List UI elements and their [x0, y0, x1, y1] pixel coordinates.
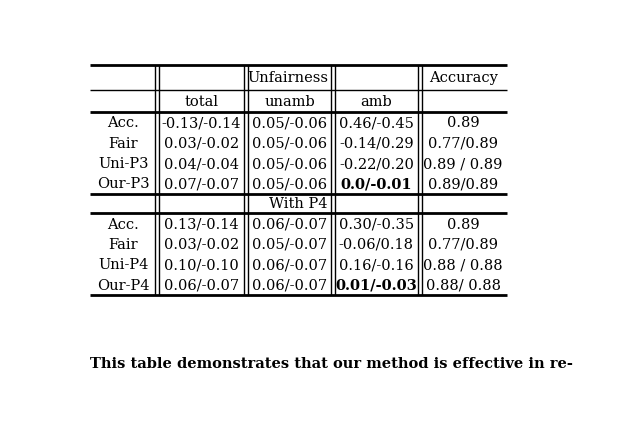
Text: 0.89/0.89: 0.89/0.89 — [428, 177, 498, 191]
Text: total: total — [184, 95, 218, 109]
Text: 0.0/-0.01: 0.0/-0.01 — [340, 177, 412, 191]
Text: 0.77/0.89: 0.77/0.89 — [428, 237, 498, 251]
Text: With P4: With P4 — [269, 197, 328, 211]
Text: 0.05/-0.07: 0.05/-0.07 — [252, 237, 327, 251]
Text: 0.77/0.89: 0.77/0.89 — [428, 136, 498, 150]
Text: 0.88/ 0.88: 0.88/ 0.88 — [426, 278, 500, 292]
Text: -0.06/0.18: -0.06/0.18 — [339, 237, 414, 251]
Text: 0.88 / 0.88: 0.88 / 0.88 — [423, 258, 503, 272]
Text: 0.13/-0.14: 0.13/-0.14 — [164, 217, 239, 231]
Text: 0.16/-0.16: 0.16/-0.16 — [339, 258, 413, 272]
Text: 0.05/-0.06: 0.05/-0.06 — [252, 136, 327, 150]
Text: Fair: Fair — [109, 237, 138, 251]
Text: 0.04/-0.04: 0.04/-0.04 — [164, 157, 239, 171]
Text: 0.03/-0.02: 0.03/-0.02 — [164, 237, 239, 251]
Text: 0.03/-0.02: 0.03/-0.02 — [164, 136, 239, 150]
Text: Uni-P4: Uni-P4 — [98, 258, 148, 272]
Text: 0.05/-0.06: 0.05/-0.06 — [252, 177, 327, 191]
Text: Acc.: Acc. — [108, 217, 140, 231]
Text: 0.05/-0.06: 0.05/-0.06 — [252, 116, 327, 130]
Text: Fair: Fair — [109, 136, 138, 150]
Text: Our-P3: Our-P3 — [97, 177, 150, 191]
Text: 0.05/-0.06: 0.05/-0.06 — [252, 157, 327, 171]
Text: 0.07/-0.07: 0.07/-0.07 — [164, 177, 239, 191]
Text: 0.10/-0.10: 0.10/-0.10 — [164, 258, 239, 272]
Text: Uni-P3: Uni-P3 — [98, 157, 148, 171]
Text: 0.06/-0.07: 0.06/-0.07 — [252, 278, 327, 292]
Text: amb: amb — [360, 95, 392, 109]
Text: Unfairness: Unfairness — [248, 71, 329, 85]
Text: 0.89: 0.89 — [447, 217, 479, 231]
Text: 0.89 / 0.89: 0.89 / 0.89 — [424, 157, 503, 171]
Text: -0.22/0.20: -0.22/0.20 — [339, 157, 414, 171]
Text: Accuracy: Accuracy — [429, 71, 497, 85]
Text: Our-P4: Our-P4 — [97, 278, 150, 292]
Text: 0.06/-0.07: 0.06/-0.07 — [252, 217, 327, 231]
Text: 0.06/-0.07: 0.06/-0.07 — [164, 278, 239, 292]
Text: 0.89: 0.89 — [447, 116, 479, 130]
Text: 0.01/-0.03: 0.01/-0.03 — [335, 278, 417, 292]
Text: 0.46/-0.45: 0.46/-0.45 — [339, 116, 414, 130]
Text: -0.13/-0.14: -0.13/-0.14 — [162, 116, 241, 130]
Text: Acc.: Acc. — [108, 116, 140, 130]
Text: This table demonstrates that our method is effective in re-: This table demonstrates that our method … — [90, 357, 573, 370]
Text: -0.14/0.29: -0.14/0.29 — [339, 136, 413, 150]
Text: unamb: unamb — [264, 95, 315, 109]
Text: 0.06/-0.07: 0.06/-0.07 — [252, 258, 327, 272]
Text: 0.30/-0.35: 0.30/-0.35 — [339, 217, 414, 231]
